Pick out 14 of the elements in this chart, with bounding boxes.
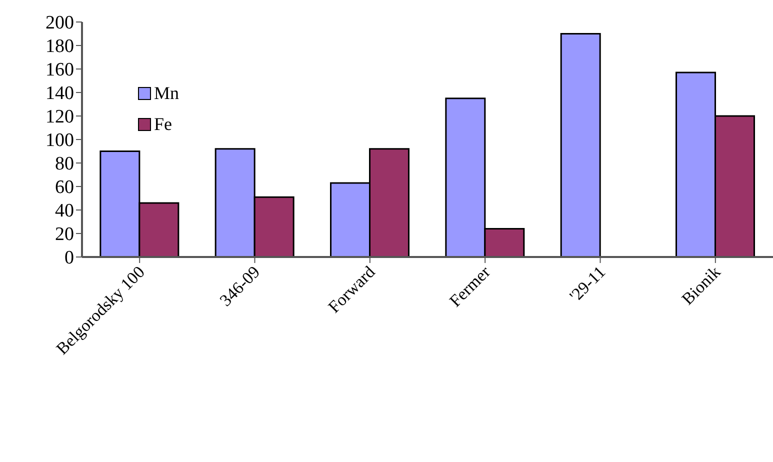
y-tick-label: 120 <box>46 106 74 128</box>
y-tick-label: 20 <box>55 224 74 246</box>
y-tick-label: 160 <box>46 60 74 81</box>
y-tick-label: 140 <box>46 83 74 104</box>
bar <box>560 33 601 257</box>
y-tick-label: 80 <box>55 154 74 175</box>
y-tick-label: 40 <box>55 200 74 222</box>
legend-label: Fe <box>154 114 172 135</box>
y-tick-label: 100 <box>46 130 74 152</box>
y-tick-label: 60 <box>55 177 74 198</box>
y-tick-label: 200 <box>46 12 74 34</box>
y-tick-label: 0 <box>64 248 74 269</box>
y-tick-label: 180 <box>46 36 74 58</box>
legend-label: Mn <box>154 83 180 104</box>
